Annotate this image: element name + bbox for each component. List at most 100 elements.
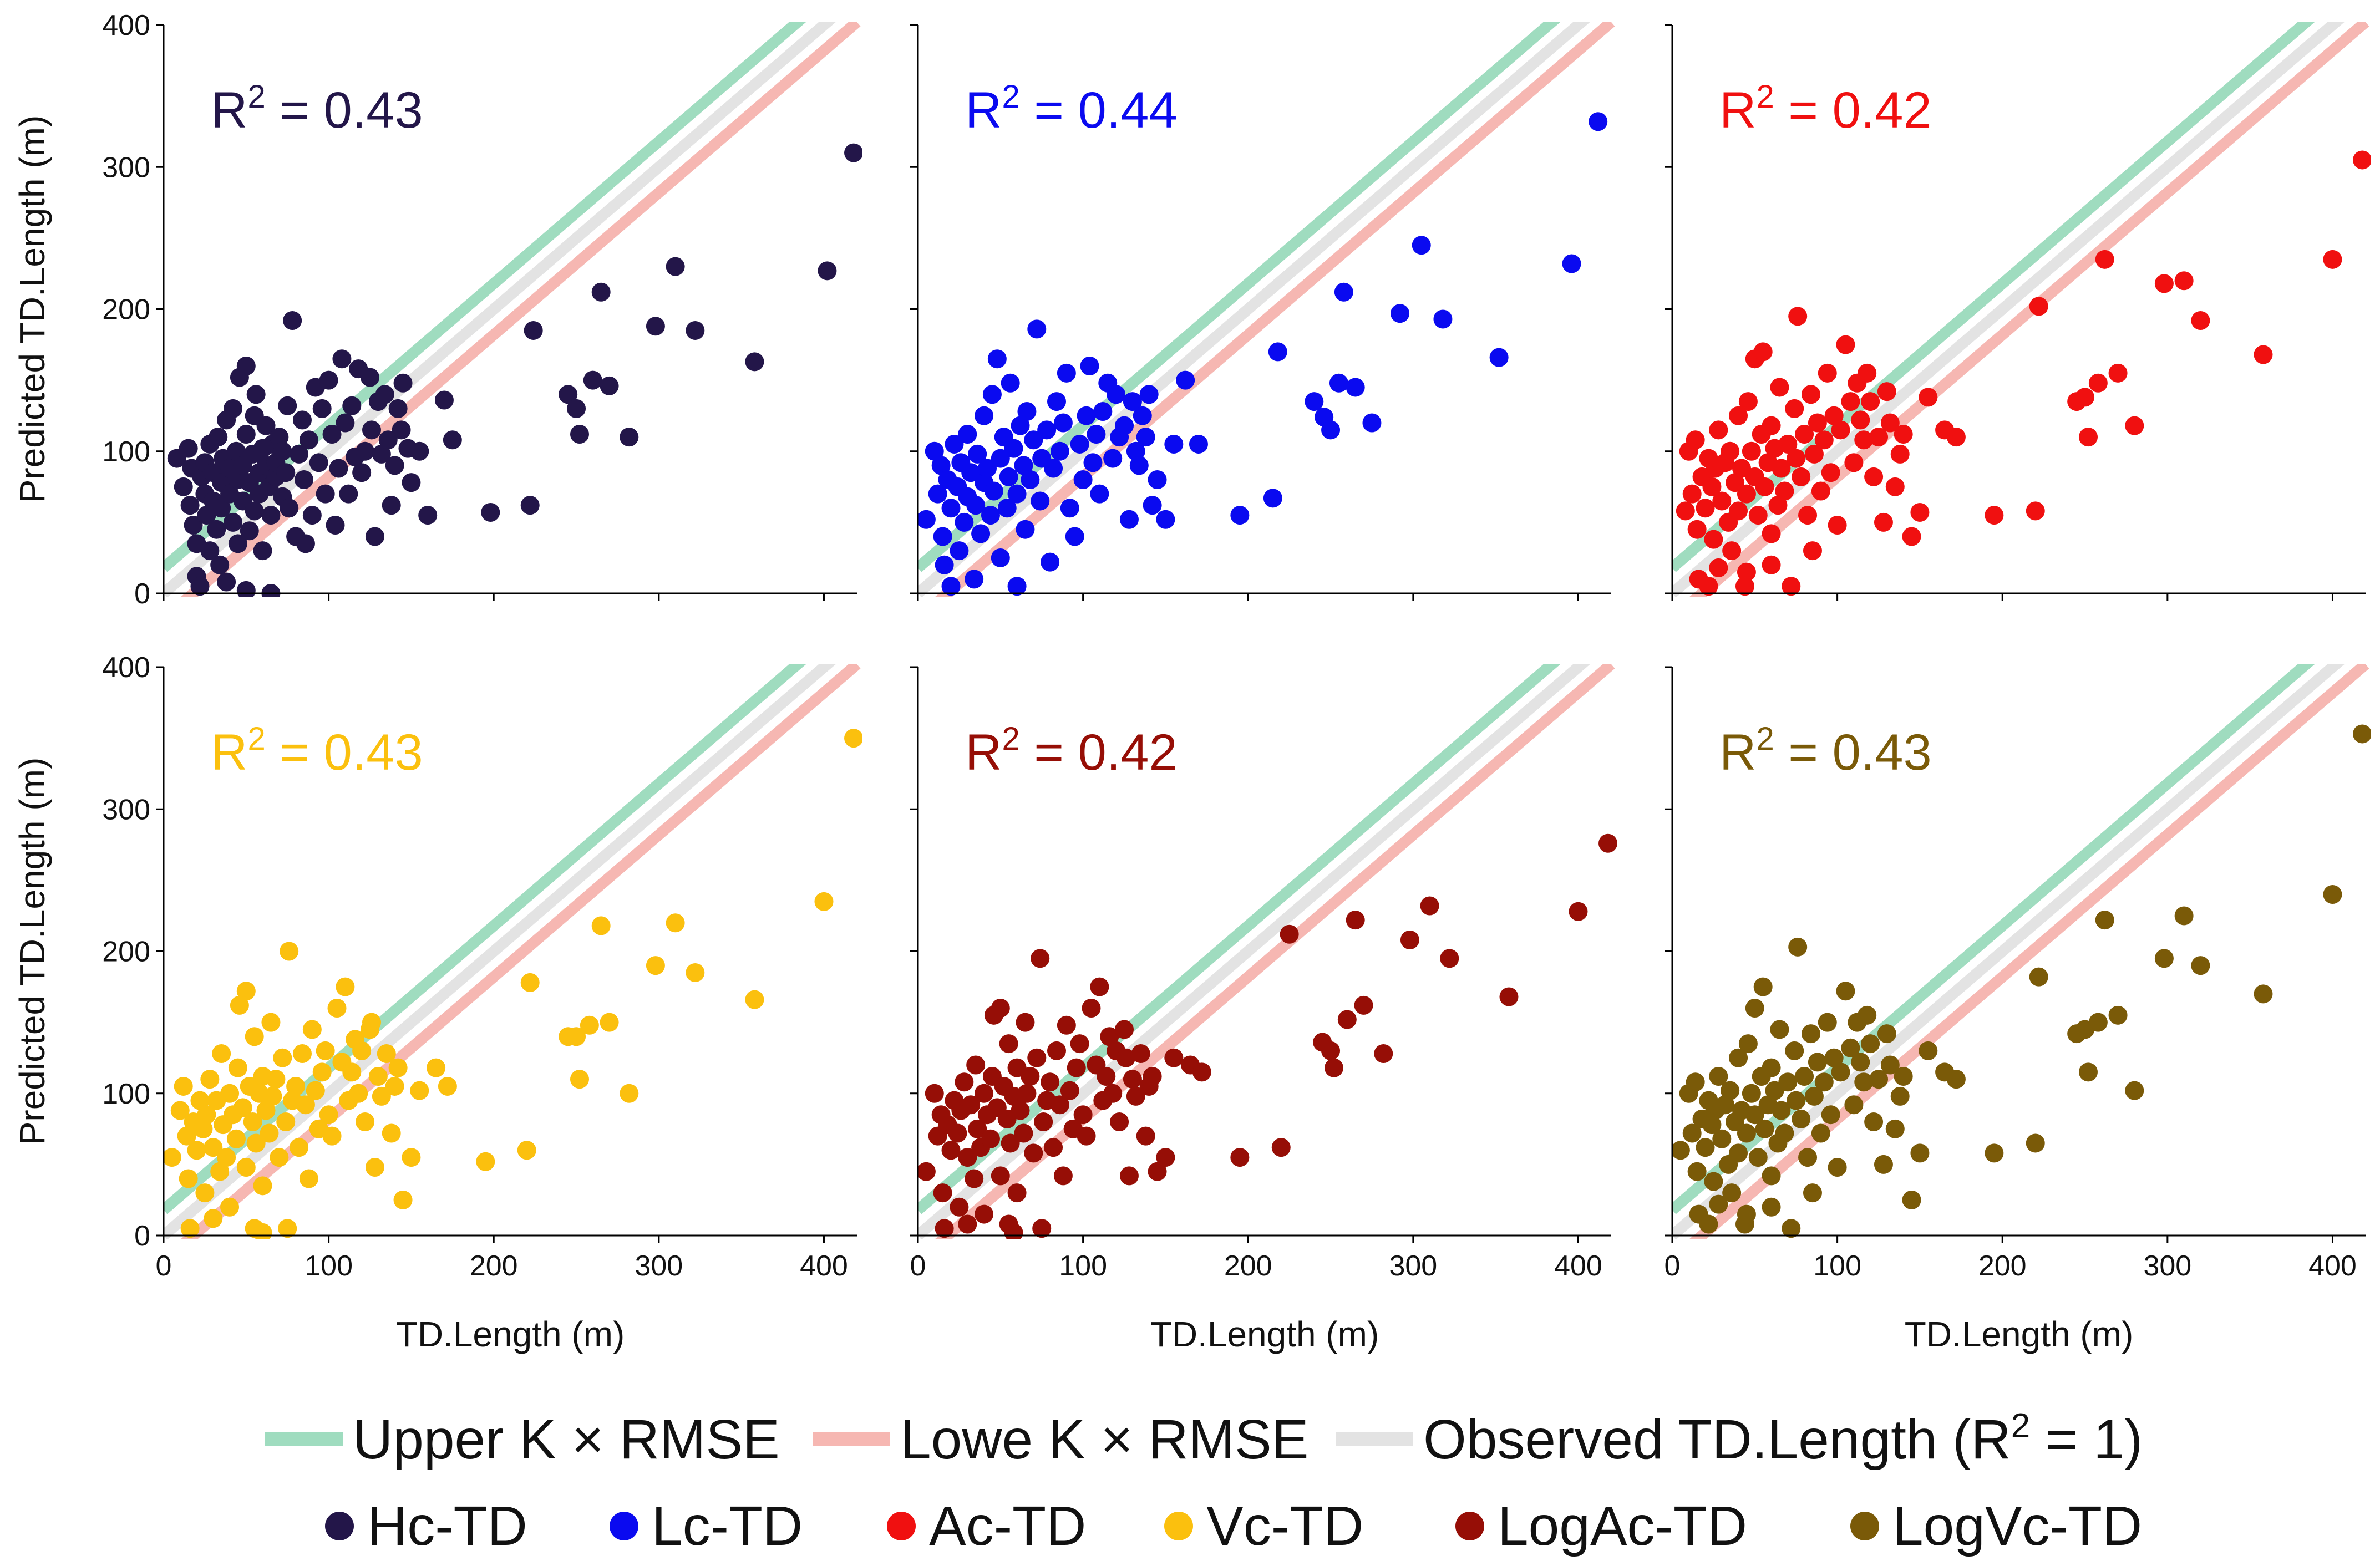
data-point — [1499, 987, 1519, 1006]
data-point — [517, 1141, 536, 1160]
data-point — [1851, 1053, 1870, 1072]
data-point — [1824, 406, 1844, 425]
data-point — [322, 1126, 342, 1146]
data-point — [1721, 1081, 1740, 1100]
data-point — [299, 1169, 318, 1188]
data-point — [1864, 467, 1884, 486]
legend-marker — [1850, 1512, 1879, 1540]
data-point — [968, 1119, 987, 1138]
data-point — [1676, 501, 1695, 521]
data-point — [263, 1086, 282, 1106]
data-point — [1325, 1058, 1343, 1077]
data-point — [1788, 307, 1808, 326]
data-point — [1854, 430, 1874, 450]
data-point — [280, 499, 299, 518]
data-point — [1093, 402, 1113, 421]
data-point — [1107, 385, 1126, 404]
data-point — [666, 913, 685, 933]
data-point — [296, 534, 315, 553]
data-point — [356, 441, 375, 461]
data-point — [1702, 1115, 1722, 1135]
data-point — [2254, 345, 2273, 364]
data-point — [958, 425, 977, 444]
data-point — [177, 1126, 196, 1146]
r2-annotation: R2 = 0.42 — [965, 721, 1178, 781]
data-point — [524, 321, 543, 340]
data-point — [2125, 416, 2144, 435]
data-point — [1885, 477, 1905, 496]
data-point — [2323, 250, 2342, 269]
data-point — [1803, 1183, 1822, 1203]
legend-label: Lowe K × RMSE — [900, 1409, 1308, 1471]
data-point — [1016, 520, 1035, 539]
data-point — [1598, 833, 1617, 853]
data-point — [443, 430, 462, 450]
data-point — [1164, 434, 1184, 454]
data-point — [1050, 441, 1069, 461]
observed-line — [164, 664, 836, 1239]
data-point — [418, 506, 438, 525]
legend-label: LogAc-TD — [1498, 1495, 1747, 1557]
data-point — [329, 459, 348, 478]
data-point — [1808, 1053, 1827, 1072]
data-point — [1808, 413, 1827, 433]
data-point — [1831, 420, 1850, 440]
y-axis-label: Predicted TD.Length (m) — [12, 757, 52, 1146]
data-point — [1119, 1166, 1139, 1186]
data-point — [520, 496, 540, 515]
data-point — [388, 1058, 408, 1077]
data-point — [207, 520, 226, 539]
lower-line — [1689, 22, 2369, 597]
data-point — [1007, 577, 1027, 596]
data-point — [968, 444, 987, 464]
x-tick-label: 200 — [470, 1250, 518, 1282]
data-point — [1775, 1123, 1794, 1143]
data-point — [204, 1138, 223, 1157]
data-point — [1818, 363, 1837, 383]
data-point — [1874, 512, 1893, 532]
data-point — [961, 463, 981, 482]
data-point — [1346, 378, 1365, 397]
data-point — [1136, 428, 1155, 447]
data-point — [1021, 470, 1040, 489]
data-point — [312, 399, 332, 418]
data-point — [1027, 319, 1047, 339]
data-point — [385, 456, 404, 475]
data-point — [1704, 1172, 1723, 1191]
data-point — [1103, 449, 1123, 468]
data-point — [1024, 430, 1043, 450]
data-point — [999, 1034, 1018, 1054]
data-point — [1802, 1024, 1820, 1044]
data-point — [1772, 459, 1791, 478]
data-point — [243, 1112, 262, 1131]
data-point — [1946, 1070, 1966, 1089]
data-point — [246, 385, 266, 404]
data-point — [174, 477, 193, 496]
data-point — [1082, 999, 1101, 1018]
data-point — [1412, 236, 1431, 255]
data-point — [1060, 1081, 1079, 1100]
data-point — [1890, 1086, 1910, 1106]
data-point — [1902, 527, 1921, 546]
data-point — [1126, 1086, 1145, 1106]
data-point — [928, 484, 947, 504]
data-point — [991, 548, 1010, 567]
data-point — [217, 1148, 236, 1167]
data-point — [2323, 885, 2342, 904]
data-point — [1787, 449, 1806, 468]
data-point — [1755, 1119, 1774, 1138]
data-point — [1337, 1010, 1357, 1029]
data-point — [1050, 1095, 1069, 1115]
data-point — [1117, 1048, 1135, 1067]
data-point — [1156, 510, 1175, 529]
data-point — [365, 1158, 384, 1177]
data-point — [1851, 410, 1870, 430]
data-point — [997, 499, 1017, 518]
data-point — [2079, 428, 2098, 447]
x-axis-label: TD.Length (m) — [396, 1314, 625, 1354]
data-point — [174, 1076, 193, 1096]
data-point — [253, 1176, 272, 1196]
data-point — [1795, 1067, 1814, 1086]
data-point — [620, 428, 639, 447]
data-point — [336, 977, 355, 996]
